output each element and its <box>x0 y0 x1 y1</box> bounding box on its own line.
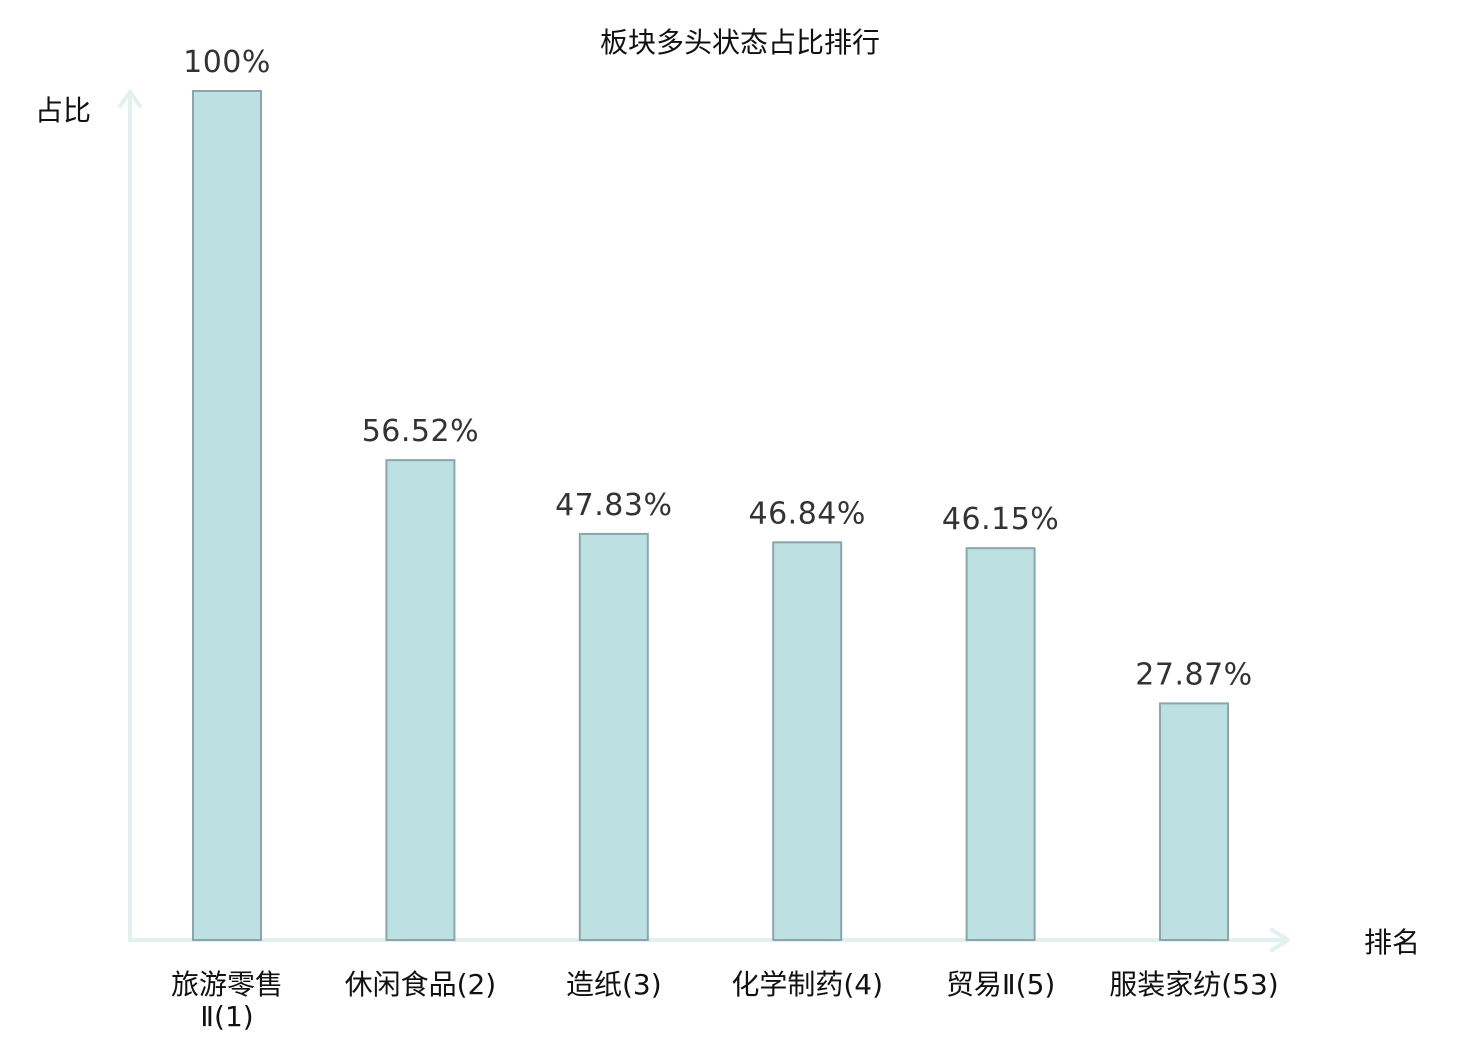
x-axis-arrow <box>1270 928 1290 952</box>
category-labels-group: 旅游零售 Ⅱ(1) 休闲食品(2) 造纸(3) 化学制药(4) 贸易Ⅱ(5) 服装家纺(53… <box>171 968 1279 1033</box>
y-axis-label: 占比 <box>35 94 91 127</box>
category-label-line: 造纸(3) <box>566 968 662 1001</box>
category-label-line: 旅游零售 <box>171 968 283 1001</box>
category-label-line: 服装家纺(53) <box>1109 968 1278 1001</box>
category-label-line: Ⅱ(1) <box>200 1000 253 1033</box>
bar-1 <box>192 90 262 941</box>
value-label-6: 27.87% <box>1135 657 1252 692</box>
bar-3 <box>578 532 649 941</box>
value-label-5: 46.15% <box>942 502 1059 537</box>
bar-6 <box>1159 702 1229 942</box>
value-labels-group: 100% 56.52% 47.83% 46.84% 46.15% 27.87% <box>183 45 1252 692</box>
category-label-1: 旅游零售 Ⅱ(1) <box>171 968 283 1033</box>
bar-5 <box>965 547 1036 942</box>
category-label-2: 休闲食品(2) <box>345 968 497 1001</box>
category-label-5: 贸易Ⅱ(5) <box>946 968 1055 1001</box>
bars-group <box>192 90 1229 942</box>
x-axis-label: 排名 <box>1364 926 1420 959</box>
value-label-1: 100% <box>183 45 271 80</box>
category-label-3: 造纸(3) <box>566 968 662 1001</box>
y-axis <box>118 90 142 942</box>
category-label-6: 服装家纺(53) <box>1109 968 1278 1001</box>
value-label-2: 56.52% <box>362 414 479 449</box>
chart-title: 板块多头状态占比排行 <box>600 26 880 59</box>
y-axis-arrow <box>118 90 142 108</box>
category-label-line: 贸易Ⅱ(5) <box>946 968 1055 1001</box>
category-label-line: 休闲食品(2) <box>345 968 497 1001</box>
bar-2 <box>385 459 456 941</box>
category-label-4: 化学制药(4) <box>731 968 883 1001</box>
value-label-3: 47.83% <box>555 488 672 523</box>
value-label-4: 46.84% <box>749 496 866 531</box>
x-axis <box>128 928 1290 952</box>
bar-4 <box>772 541 843 942</box>
category-label-line: 化学制药(4) <box>731 968 883 1001</box>
